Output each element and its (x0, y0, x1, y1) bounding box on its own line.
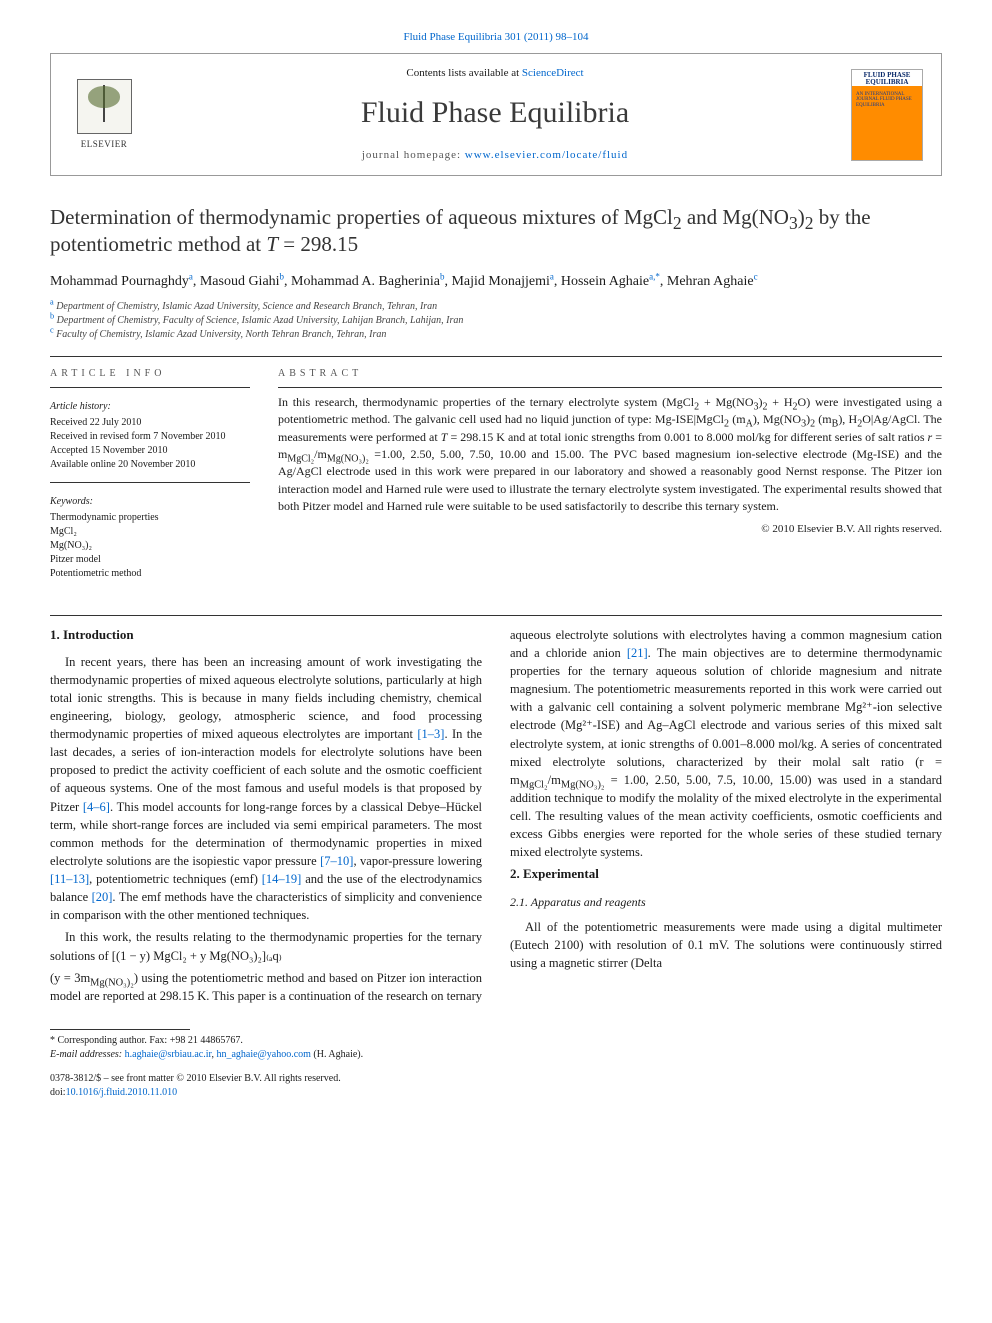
journal-header: ELSEVIER Contents lists available at Sci… (50, 53, 942, 176)
history-accepted: Accepted 15 November 2010 (50, 444, 250, 458)
title-block: Determination of thermodynamic propertie… (50, 204, 942, 342)
ref-link[interactable]: [20] (92, 890, 113, 904)
ref-link[interactable]: [21] (627, 646, 648, 660)
keyword: Potentiometric method (50, 567, 250, 581)
article-info: ARTICLE INFO Article history: Received 2… (50, 367, 250, 591)
keyword: Pitzer model (50, 553, 250, 567)
experimental-paragraph-1: All of the potentiometric measurements w… (510, 918, 942, 972)
sciencedirect-link[interactable]: ScienceDirect (522, 67, 584, 79)
author: Mohammad Pournaghdya (50, 274, 193, 289)
keywords-block: Keywords: Thermodynamic properties MgCl₂… (50, 482, 250, 581)
ref-link[interactable]: [1–3] (417, 727, 444, 741)
email-line: E-mail addresses: h.aghaie@srbiau.ac.ir,… (50, 1048, 942, 1062)
section-heading-intro: 1. Introduction (50, 626, 482, 645)
history-online: Available online 20 November 2010 (50, 458, 250, 472)
lists-prefix: Contents lists available at (406, 67, 521, 79)
title-part: and Mg(NO (682, 205, 789, 229)
journal-cover-thumbnail: FLUID PHASE EQUILIBRIA AN INTERNATIONAL … (851, 69, 923, 161)
body-columns: 1. Introduction In recent years, there h… (50, 626, 942, 1005)
author: Hossein Aghaiea,* (561, 274, 660, 289)
abstract-body: In this research, thermodynamic properti… (278, 387, 942, 538)
homepage-link[interactable]: www.elsevier.com/locate/fluid (465, 149, 628, 161)
elsevier-logo: ELSEVIER (69, 75, 139, 155)
intro-paragraph-1: In recent years, there has been an incre… (50, 653, 482, 925)
doi-line: doi:10.1016/j.fluid.2010.11.010 (50, 1086, 942, 1100)
footer-rule (50, 1029, 190, 1030)
title-part: ) (798, 205, 805, 229)
author: Masoud Giahib (200, 274, 284, 289)
email-label: E-mail addresses: (50, 1049, 125, 1060)
abstract: ABSTRACT In this research, thermodynamic… (278, 367, 942, 591)
article-info-heading: ARTICLE INFO (50, 367, 250, 381)
corresponding-author: * Corresponding author. Fax: +98 21 4486… (50, 1034, 942, 1048)
history-label: Article history: (50, 400, 250, 414)
author: Mehran Aghaiec (667, 274, 758, 289)
affiliations: a Department of Chemistry, Islamic Azad … (50, 300, 942, 342)
issn-line: 0378-3812/$ – see front matter © 2010 El… (50, 1072, 942, 1086)
keyword: Thermodynamic properties (50, 511, 250, 525)
doi-block: 0378-3812/$ – see front matter © 2010 El… (50, 1072, 942, 1100)
cover-title: FLUID PHASE EQUILIBRIA (852, 70, 922, 86)
section-heading-experimental: 2. Experimental (510, 865, 942, 884)
ref-link[interactable]: [14–19] (262, 872, 302, 886)
footer: * Corresponding author. Fax: +98 21 4486… (50, 1029, 942, 1100)
history-received: Received 22 July 2010 (50, 416, 250, 430)
affiliation: c Faculty of Chemistry, Islamic Azad Uni… (50, 328, 942, 342)
keywords-label: Keywords: (50, 495, 250, 509)
publisher-label: ELSEVIER (81, 138, 128, 151)
article-history-block: Article history: Received 22 July 2010 R… (50, 387, 250, 472)
elsevier-tree-icon (77, 79, 132, 134)
journal-citation-link[interactable]: Fluid Phase Equilibria 301 (2011) 98–104 (403, 31, 588, 43)
email-link[interactable]: hn_aghaie@yahoo.com (216, 1049, 310, 1060)
subsection-heading-apparatus: 2.1. Apparatus and reagents (510, 894, 942, 911)
authors-line: Mohammad Pournaghdya, Masoud Giahib, Moh… (50, 271, 942, 292)
title-italic: T (266, 232, 278, 256)
section-rule (50, 356, 942, 357)
author: Majid Monajjemia (451, 274, 553, 289)
doi-link[interactable]: 10.1016/j.fluid.2010.11.010 (66, 1087, 178, 1098)
paper-title: Determination of thermodynamic propertie… (50, 204, 942, 259)
keyword: MgCl₂ (50, 525, 250, 539)
header-center: Contents lists available at ScienceDirec… (155, 66, 835, 163)
ref-link[interactable]: [11–13] (50, 872, 89, 886)
title-sub: 2 (673, 213, 682, 233)
cover-subtitle: AN INTERNATIONAL JOURNAL FLUID PHASE EQU… (856, 92, 918, 109)
author: Mohammad A. Bagheriniab (291, 274, 444, 289)
affiliation: a Department of Chemistry, Islamic Azad … (50, 300, 942, 314)
history-revised: Received in revised form 7 November 2010 (50, 430, 250, 444)
title-sub: 3 (789, 213, 798, 233)
ref-link[interactable]: [7–10] (320, 854, 353, 868)
section-rule (50, 615, 942, 616)
title-part: = 298.15 (278, 232, 358, 256)
homepage-line: journal homepage: www.elsevier.com/locat… (155, 148, 835, 163)
info-abstract-row: ARTICLE INFO Article history: Received 2… (50, 367, 942, 591)
ref-link[interactable]: [4–6] (83, 800, 110, 814)
title-part: Determination of thermodynamic propertie… (50, 205, 673, 229)
intro-paragraph-2: In this work, the results relating to th… (50, 928, 482, 964)
abstract-heading: ABSTRACT (278, 367, 942, 381)
lists-line: Contents lists available at ScienceDirec… (155, 66, 835, 81)
abstract-copyright: © 2010 Elsevier B.V. All rights reserved… (278, 522, 942, 538)
email-link[interactable]: h.aghaie@srbiau.ac.ir (125, 1049, 212, 1060)
homepage-prefix: journal homepage: (362, 149, 465, 161)
affiliation: b Department of Chemistry, Faculty of Sc… (50, 314, 942, 328)
top-journal-link: Fluid Phase Equilibria 301 (2011) 98–104 (50, 30, 942, 45)
journal-name: Fluid Phase Equilibria (155, 92, 835, 134)
keyword: Mg(NO₃)₂ (50, 539, 250, 553)
